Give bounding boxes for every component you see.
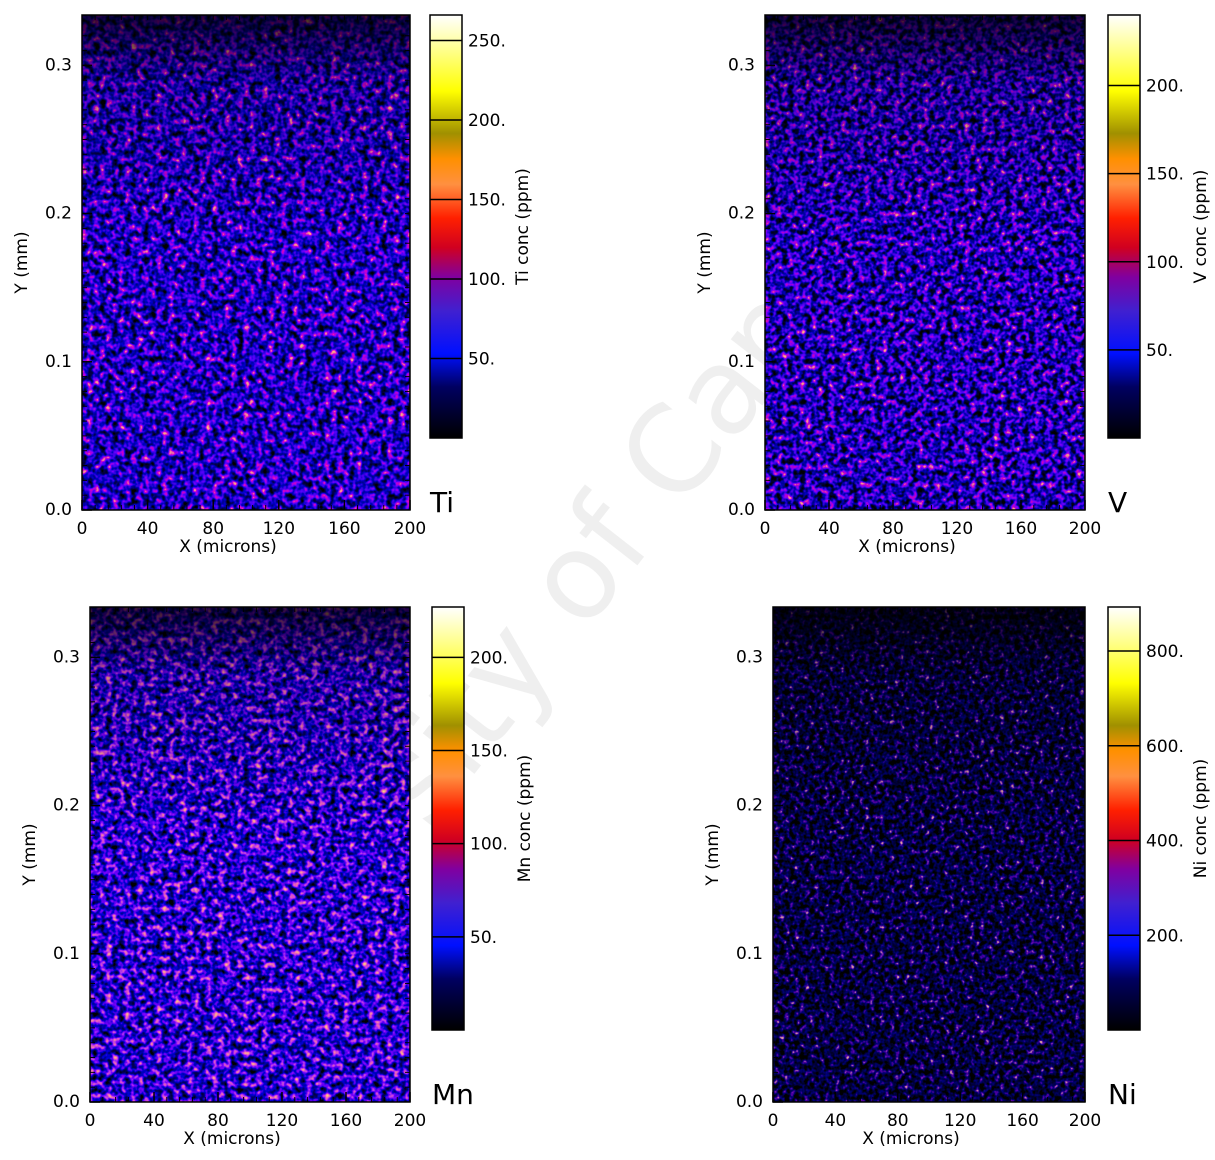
- x-tick-label: 0: [85, 1111, 96, 1131]
- y-tick-label: 0.0: [53, 1092, 80, 1112]
- y-tick-label: 0.3: [728, 55, 755, 75]
- y-tick-label: 0.0: [728, 500, 755, 520]
- element-label: V: [1108, 486, 1127, 519]
- x-tick-label: 40: [137, 519, 159, 539]
- y-tick-label: 0.2: [736, 796, 763, 816]
- heatmap-shade: [765, 15, 1085, 238]
- x-axis-label: X (microns): [179, 537, 277, 557]
- colorbar-tick-label: 100.: [1146, 253, 1184, 273]
- y-tick-label: 0.1: [736, 944, 763, 964]
- colorbar: [1107, 14, 1141, 439]
- colorbar-label: Ti conc (ppm): [513, 168, 533, 286]
- y-tick-label: 0.1: [53, 944, 80, 964]
- heatmap-shade: [82, 15, 410, 238]
- x-tick-label: 40: [143, 1111, 165, 1131]
- y-axis-label: Y (mm): [695, 231, 715, 294]
- plot-frame: [764, 14, 1086, 511]
- colorbar-tick-label: 250.: [468, 31, 506, 51]
- y-tick-label: 0.2: [45, 204, 72, 224]
- x-tick-label: 160: [328, 519, 360, 539]
- colorbar-tick-label: 200.: [1146, 926, 1184, 946]
- x-tick-label: 0: [760, 519, 771, 539]
- colorbar-tick-label: 800.: [1146, 642, 1184, 662]
- y-tick-label: 0.1: [45, 352, 72, 372]
- colorbar-tick-label: 150.: [470, 741, 508, 761]
- x-tick-label: 200: [394, 1111, 426, 1131]
- x-axis-label: X (microns): [858, 537, 956, 557]
- colorbar-tick-label: 100.: [468, 270, 506, 290]
- colorbar-tick-label: 400.: [1146, 832, 1184, 852]
- colorbar-tick-label: 50.: [470, 928, 497, 948]
- colorbar: [429, 14, 463, 439]
- colorbar-tick-label: 150.: [468, 190, 506, 210]
- colorbar-label: Mn conc (ppm): [515, 755, 535, 883]
- x-tick-label: 200: [394, 519, 426, 539]
- x-tick-label: 80: [202, 519, 224, 539]
- x-tick-label: 160: [1006, 1111, 1038, 1131]
- x-tick-label: 80: [207, 1111, 229, 1131]
- x-tick-label: 160: [1005, 519, 1037, 539]
- y-tick-label: 0.2: [728, 204, 755, 224]
- x-tick-label: 160: [330, 1111, 362, 1131]
- x-tick-label: 0: [768, 1111, 779, 1131]
- y-tick-label: 0.0: [45, 500, 72, 520]
- heatmap-shade: [90, 607, 410, 830]
- colorbar: [431, 606, 465, 1031]
- colorbar-tick-label: 100.: [470, 835, 508, 855]
- colorbar: [1107, 606, 1141, 1031]
- colorbar-label: Ni conc (ppm): [1191, 759, 1211, 879]
- colorbar-tick-label: 200.: [470, 648, 508, 668]
- colorbar-tick-label: 200.: [468, 111, 506, 131]
- x-axis-label: X (microns): [862, 1129, 960, 1149]
- x-axis-label: X (microns): [183, 1129, 281, 1149]
- element-label: Ti: [429, 486, 454, 519]
- y-tick-label: 0.3: [45, 55, 72, 75]
- x-tick-label: 120: [941, 519, 973, 539]
- y-tick-label: 0.2: [53, 796, 80, 816]
- colorbar-tick-label: 50.: [468, 349, 495, 369]
- x-tick-label: 80: [882, 519, 904, 539]
- colorbar-tick-label: 200.: [1146, 77, 1184, 97]
- y-tick-label: 0.3: [736, 647, 763, 667]
- colorbar-label: V conc (ppm): [1191, 170, 1211, 284]
- heatmap-shade: [773, 607, 1085, 830]
- y-axis-label: Y (mm): [703, 823, 723, 886]
- x-tick-label: 200: [1069, 519, 1101, 539]
- x-tick-label: 120: [263, 519, 295, 539]
- y-tick-label: 0.0: [736, 1092, 763, 1112]
- x-tick-label: 200: [1069, 1111, 1101, 1131]
- plot-frame: [772, 606, 1086, 1103]
- element-label: Mn: [432, 1078, 474, 1111]
- colorbar-tick-label: 600.: [1146, 737, 1184, 757]
- y-axis-label: Y (mm): [20, 823, 40, 886]
- x-tick-label: 80: [887, 1111, 909, 1131]
- x-tick-label: 120: [266, 1111, 298, 1131]
- x-tick-label: 120: [944, 1111, 976, 1131]
- y-tick-label: 0.3: [53, 647, 80, 667]
- x-tick-label: 0: [77, 519, 88, 539]
- element-label: Ni: [1108, 1078, 1137, 1111]
- y-axis-label: Y (mm): [12, 231, 32, 294]
- y-tick-label: 0.1: [728, 352, 755, 372]
- colorbar-tick-label: 150.: [1146, 165, 1184, 185]
- x-tick-label: 40: [825, 1111, 847, 1131]
- plot-frame: [81, 14, 411, 511]
- colorbar-tick-label: 50.: [1146, 341, 1173, 361]
- x-tick-label: 40: [818, 519, 840, 539]
- plot-frame: [89, 606, 411, 1103]
